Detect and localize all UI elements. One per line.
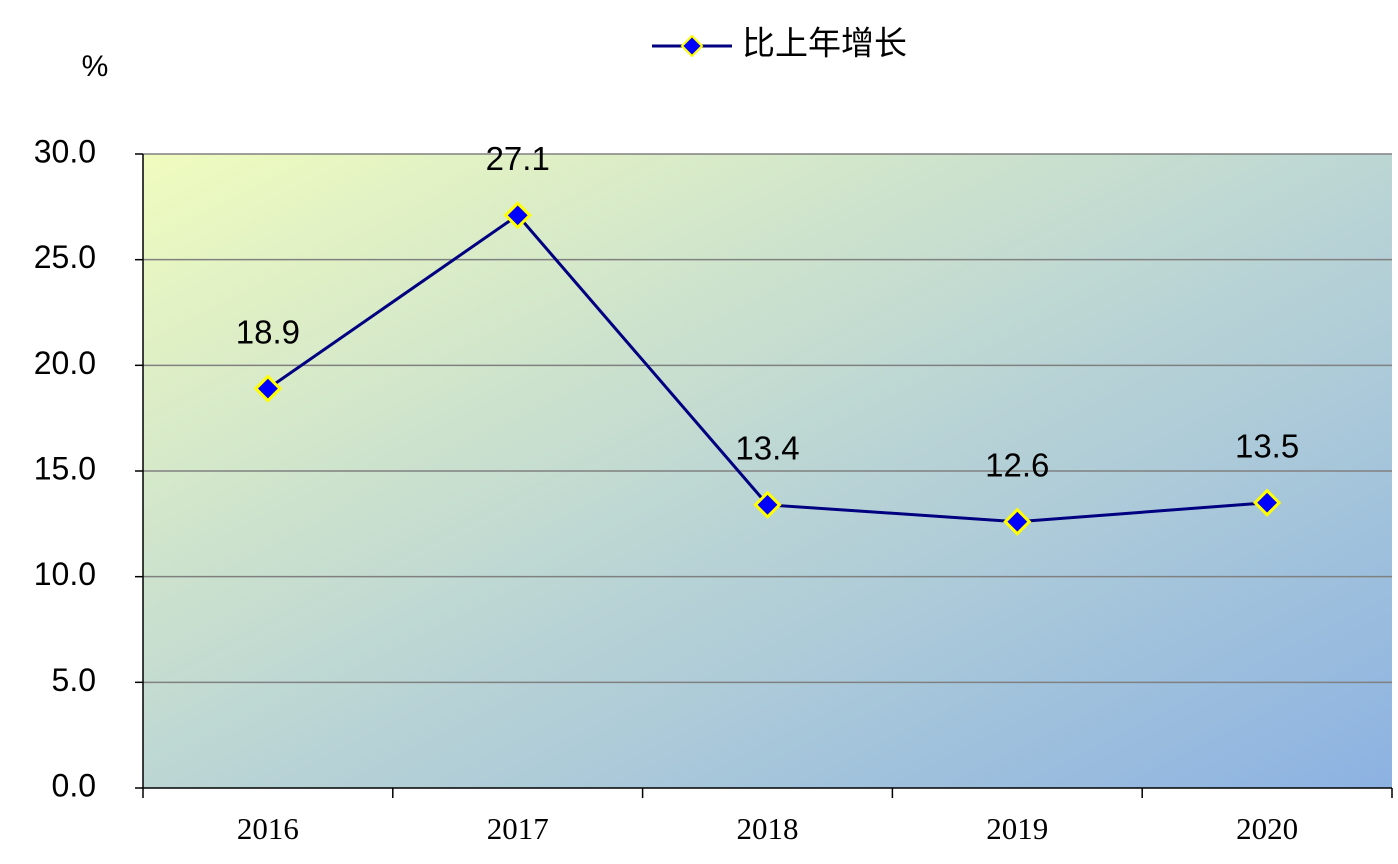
y-tick-label: 30.0 (34, 133, 96, 169)
x-tick-label: 2020 (1236, 811, 1298, 846)
legend-marker (680, 34, 704, 58)
data-label: 13.5 (1235, 427, 1299, 464)
y-axis-label: % (82, 50, 109, 83)
x-tick-label: 2017 (487, 811, 549, 846)
x-tick-label: 2018 (737, 811, 799, 846)
marker (1252, 488, 1282, 517)
legend-label: 比上年增长 (742, 25, 907, 62)
y-tick-label: 5.0 (52, 662, 96, 698)
y-tick-label: 20.0 (34, 345, 96, 381)
marker (1003, 507, 1032, 536)
data-label: 12.6 (985, 446, 1049, 483)
y-tick-label: 0.0 (52, 767, 96, 803)
y-tick-label: 25.0 (34, 239, 96, 275)
data-label: 13.4 (735, 430, 799, 467)
y-tick-label: 15.0 (34, 450, 96, 486)
y-tick-label: 10.0 (34, 556, 96, 592)
marker (253, 374, 283, 403)
marker (503, 201, 532, 230)
x-tick-label: 2016 (237, 811, 299, 846)
x-tick-label: 2019 (986, 811, 1048, 846)
marker (753, 490, 782, 519)
data-label: 27.1 (486, 140, 550, 177)
data-label: 18.9 (236, 313, 300, 350)
